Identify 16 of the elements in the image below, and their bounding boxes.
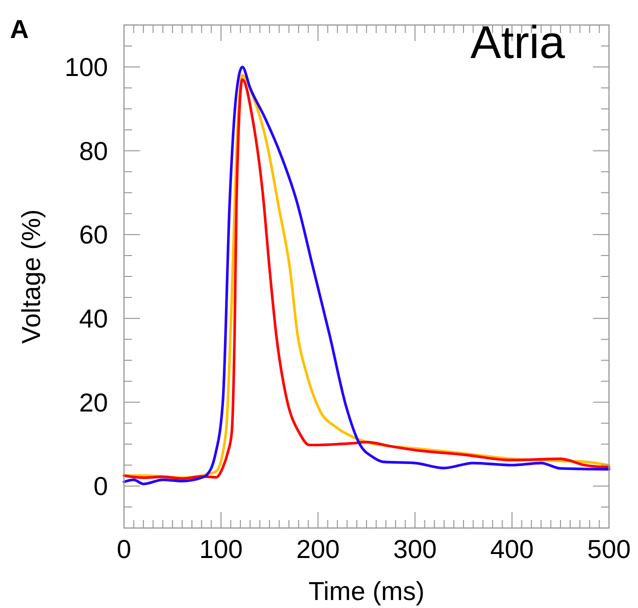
y-tick-label: 20 [79, 387, 108, 418]
x-tick-label: 200 [296, 534, 340, 564]
y-axis-title: Voltage (%) [16, 209, 46, 344]
x-axis-title: Time (ms) [308, 576, 425, 606]
y-tick-label: 60 [79, 220, 108, 250]
y-tick-label: 40 [79, 304, 108, 334]
x-tick-label: 500 [587, 534, 631, 564]
annotation: Atria [470, 16, 566, 68]
x-tick-label: 400 [490, 534, 534, 564]
y-tick-label: 0 [94, 471, 108, 502]
y-tick-label: 80 [79, 136, 108, 166]
y-tick-label: 100 [64, 52, 108, 82]
x-tick-label: 300 [393, 534, 437, 564]
text: A [10, 14, 29, 44]
x-tick-label: 0 [116, 534, 132, 564]
x-tick-label: 100 [199, 534, 243, 564]
